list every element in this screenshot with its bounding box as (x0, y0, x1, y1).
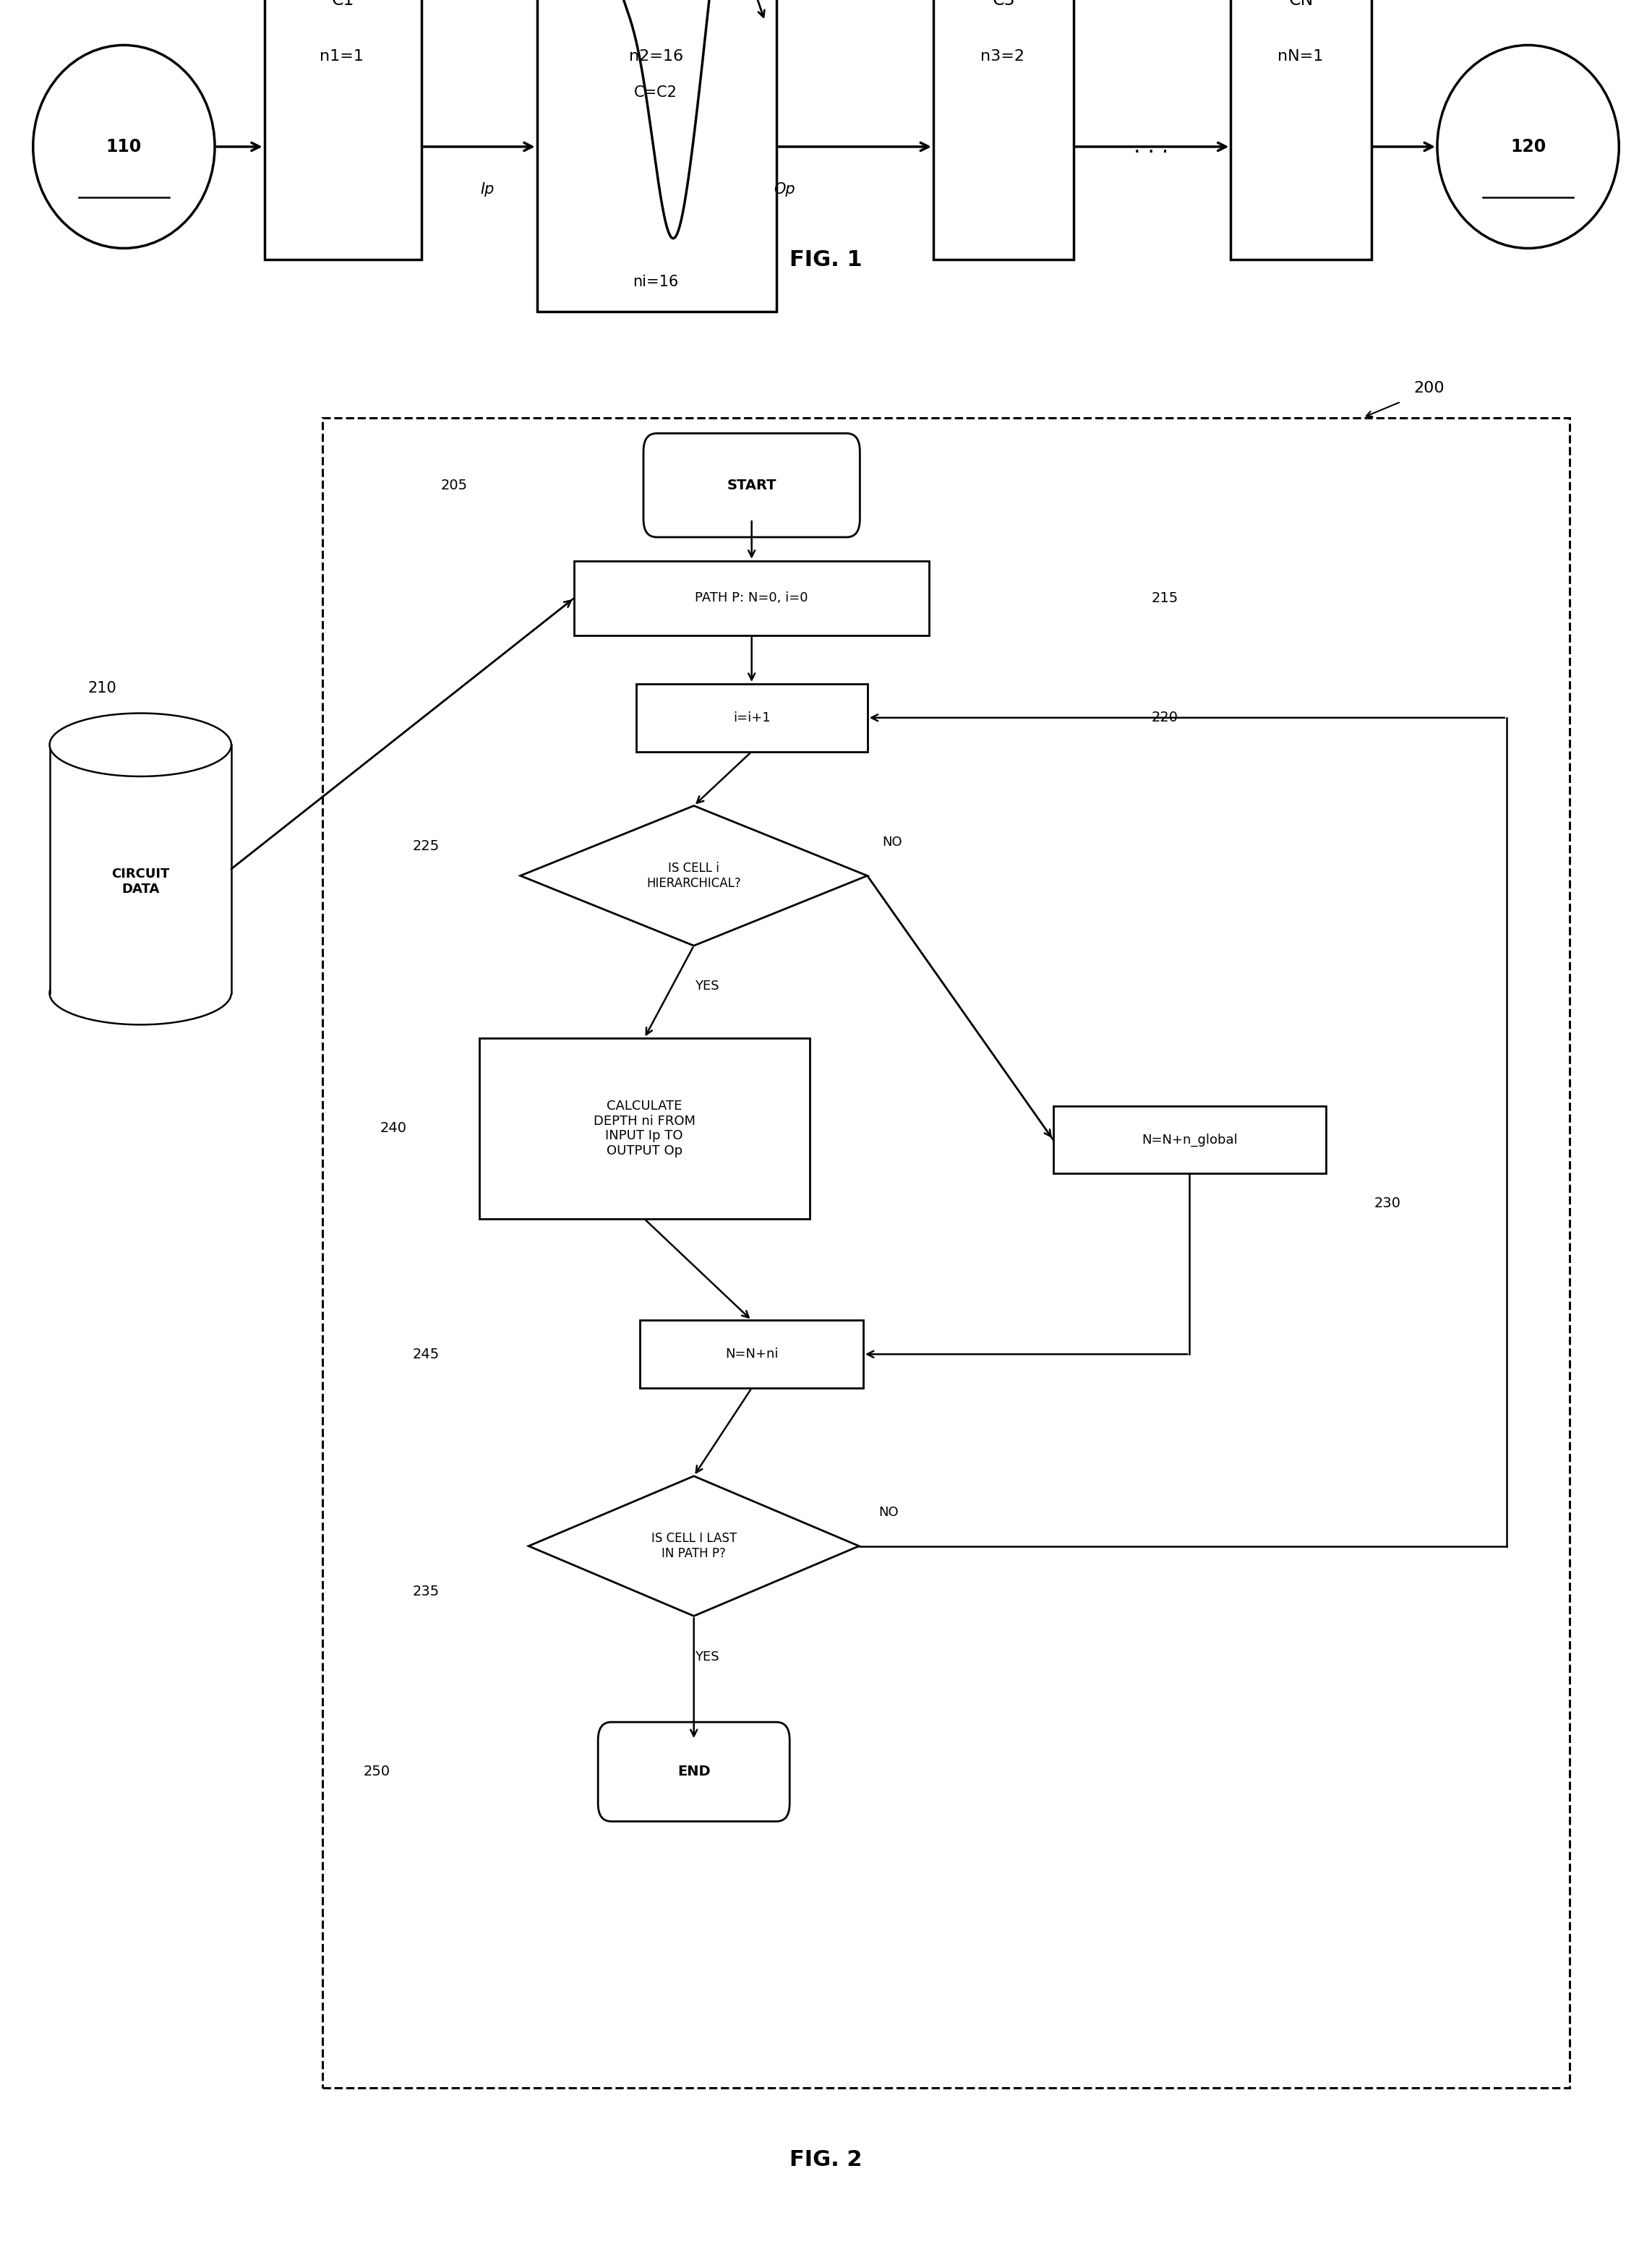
Text: N=N+n_global: N=N+n_global (1142, 1133, 1237, 1147)
Text: nN=1: nN=1 (1277, 50, 1323, 63)
FancyBboxPatch shape (644, 433, 859, 537)
Text: 220: 220 (1151, 711, 1178, 724)
Text: START: START (727, 478, 776, 492)
Text: C3: C3 (993, 0, 1014, 9)
Text: i=i+1: i=i+1 (733, 711, 770, 724)
Text: n2=16: n2=16 (629, 50, 682, 63)
Text: IS CELL I LAST
IN PATH P?: IS CELL I LAST IN PATH P? (651, 1533, 737, 1560)
Bar (50, 745, 231, 993)
Text: PATH P: N=0, i=0: PATH P: N=0, i=0 (695, 591, 808, 605)
Text: ni=16: ni=16 (633, 275, 679, 289)
Text: 225: 225 (413, 840, 439, 853)
Text: Op: Op (775, 183, 795, 196)
Text: C=C2: C=C2 (634, 86, 677, 99)
Text: 235: 235 (413, 1584, 439, 1598)
Ellipse shape (50, 713, 231, 776)
Bar (933, 0, 1074, 260)
Bar (1231, 0, 1371, 260)
Text: 205: 205 (441, 478, 468, 492)
Bar (264, 0, 421, 260)
Text: CIRCUIT
DATA: CIRCUIT DATA (111, 867, 170, 896)
Text: 215: 215 (1151, 591, 1178, 605)
Text: C1: C1 (332, 0, 354, 9)
Text: 120: 120 (1510, 138, 1546, 156)
Text: Ip: Ip (481, 183, 494, 196)
Text: CN: CN (1289, 0, 1313, 9)
Text: 240: 240 (380, 1122, 406, 1135)
Text: n3=2: n3=2 (981, 50, 1024, 63)
Text: 200: 200 (1414, 381, 1444, 395)
Text: 110: 110 (106, 138, 142, 156)
Ellipse shape (50, 961, 231, 1025)
Text: FIG. 2: FIG. 2 (790, 2149, 862, 2171)
Bar (537, 0, 776, 311)
Text: 250: 250 (363, 1765, 390, 1779)
Bar (575, 560, 928, 636)
Text: n1=1: n1=1 (320, 50, 363, 63)
Bar (636, 684, 867, 752)
Text: 230: 230 (1374, 1196, 1401, 1210)
Polygon shape (529, 1476, 859, 1616)
FancyBboxPatch shape (598, 1722, 790, 1821)
Polygon shape (520, 806, 867, 946)
Ellipse shape (33, 45, 215, 248)
Bar (322, 418, 1569, 2088)
Text: NO: NO (879, 1505, 899, 1519)
Ellipse shape (1437, 45, 1619, 248)
Text: YES: YES (695, 980, 719, 993)
Bar (1054, 1106, 1327, 1174)
Text: 245: 245 (413, 1347, 439, 1361)
Text: N=N+ni: N=N+ni (725, 1347, 778, 1361)
Text: . . .: . . . (1133, 135, 1170, 158)
Text: YES: YES (695, 1650, 719, 1663)
Text: IS CELL i
HIERARCHICAL?: IS CELL i HIERARCHICAL? (646, 862, 742, 889)
Text: 210: 210 (88, 682, 117, 695)
Text: NO: NO (882, 835, 902, 849)
Text: END: END (677, 1765, 710, 1779)
Text: FIG. 1: FIG. 1 (790, 248, 862, 271)
Text: CALCULATE
DEPTH ni FROM
INPUT Ip TO
OUTPUT Op: CALCULATE DEPTH ni FROM INPUT Ip TO OUTP… (593, 1099, 695, 1158)
Bar (641, 1320, 862, 1388)
Bar (479, 1038, 809, 1219)
